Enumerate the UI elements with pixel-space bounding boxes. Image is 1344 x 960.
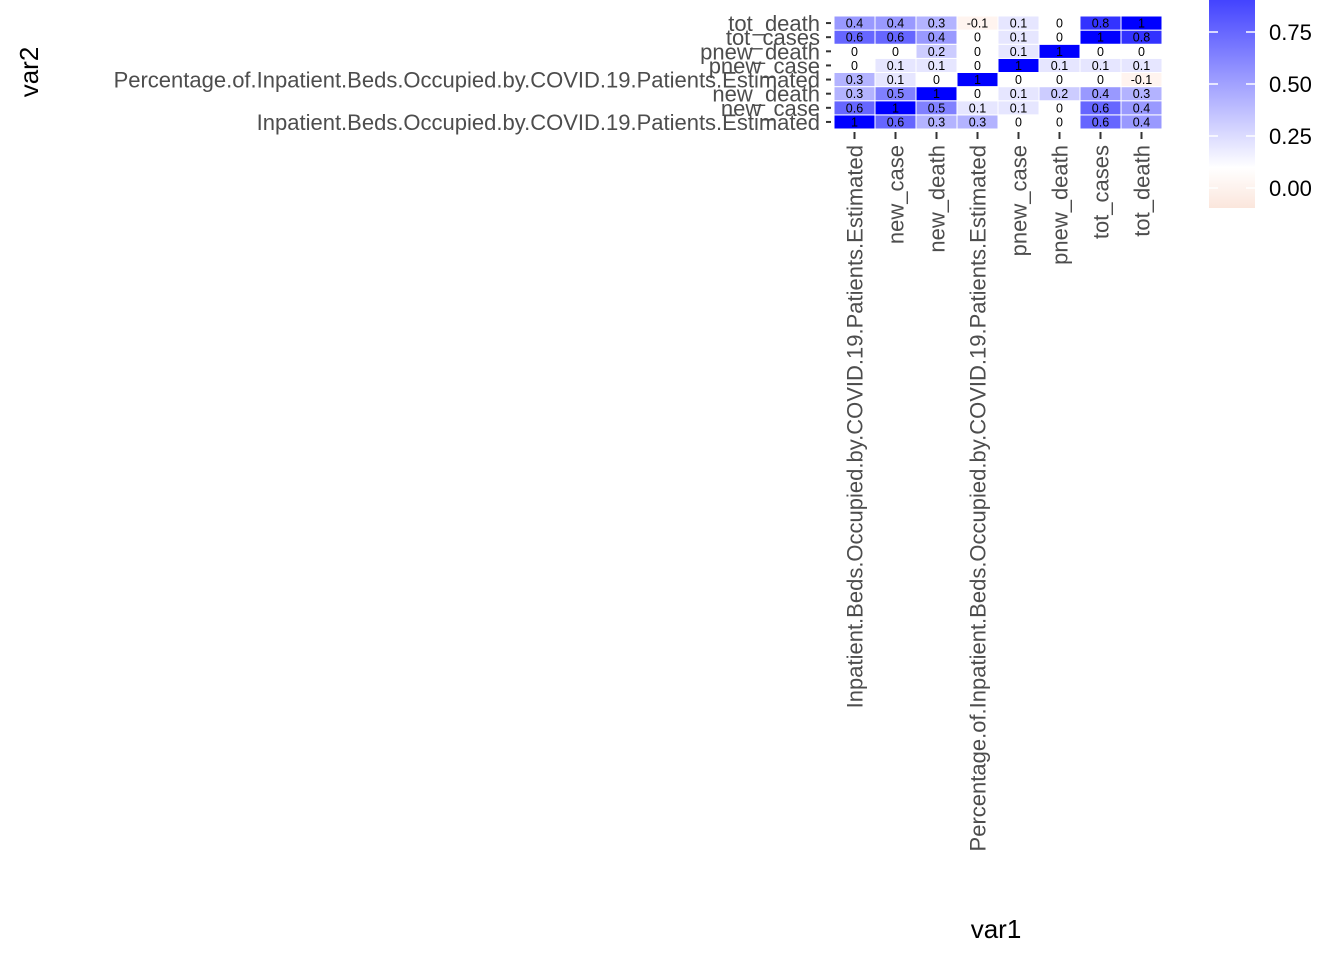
cell-value-label: 0 <box>1056 17 1063 31</box>
y-tick-label: Percentage.of.Inpatient.Beds.Occupied.by… <box>114 68 820 93</box>
color-legend: 0.00 0.25 0.50 0.75 <box>1209 0 1312 208</box>
cell-value-label: 0 <box>1138 45 1145 59</box>
cell-value-label: 0 <box>1015 115 1022 129</box>
legend-tick-label: 0.25 <box>1269 124 1312 149</box>
cell-value-label: 0 <box>933 73 940 87</box>
cell-value-label: 0 <box>1015 73 1022 87</box>
y-axis: Inpatient.Beds.Occupied.by.COVID.19.Pati… <box>114 11 831 135</box>
legend-tick-label: 0.00 <box>1269 176 1312 201</box>
legend-tick-label: 0.75 <box>1269 20 1312 45</box>
x-axis: Inpatient.Beds.Occupied.by.COVID.19.Pati… <box>843 132 1155 851</box>
legend-ticks: 0.00 0.25 0.50 0.75 <box>1209 20 1312 201</box>
x-tick-label: Inpatient.Beds.Occupied.by.COVID.19.Pati… <box>843 145 868 708</box>
cell-value-label: 0.4 <box>928 31 945 45</box>
heatmap-cell-labels: 1 0.6 0.3 0.3 0 0 0.6 0.40.6 1 0.5 0.1 0.1 0 0.6 0.40.… <box>846 17 1153 130</box>
heatmap-cell <box>1120 15 1163 31</box>
cell-value-label: 0.6 <box>887 31 904 45</box>
cell-value-label: 0.4 <box>887 17 904 31</box>
cell-value-label: 0.3 <box>928 17 945 31</box>
cell-value-label: 0.6 <box>887 115 904 129</box>
cell-value-label: 0 <box>974 59 981 73</box>
cell-value-label: 0.1 <box>1010 17 1027 31</box>
cell-value-label: 1 <box>1015 59 1022 73</box>
cell-value-label: 0.3 <box>1133 87 1150 101</box>
cell-value-label: 0 <box>1056 101 1063 115</box>
cell-value-label: 0.3 <box>969 115 986 129</box>
cell-value-label: 0.6 <box>1092 115 1109 129</box>
cell-value-label: 0.1 <box>1010 87 1027 101</box>
legend-colorbar <box>1209 0 1255 208</box>
cell-value-label: 0 <box>974 45 981 59</box>
cell-value-label: 1 <box>933 87 940 101</box>
cell-value-label: 1 <box>1138 17 1145 31</box>
cell-value-label: 0.1 <box>1010 101 1027 115</box>
cell-value-label: 0.4 <box>1133 101 1150 115</box>
heatmap-cells <box>833 15 1163 130</box>
x-tick-label: new_case <box>884 145 909 244</box>
x-tick-label: pnew_death <box>1048 145 1073 265</box>
cell-value-label: 0 <box>851 45 858 59</box>
cell-value-label: 0.6 <box>846 31 863 45</box>
cell-value-label: 0 <box>1056 115 1063 129</box>
cell-value-label: 1 <box>851 115 858 129</box>
cell-value-label: 0 <box>892 45 899 59</box>
x-tick-label: tot_cases <box>1089 145 1114 239</box>
y-axis-title: var2 <box>14 47 44 98</box>
cell-value-label: 1 <box>1097 31 1104 45</box>
cell-value-label: 0.4 <box>1133 115 1150 129</box>
y-tick-label: new_death <box>712 82 820 107</box>
x-tick-label: tot_death <box>1130 145 1155 237</box>
legend-tick-label: 0.50 <box>1269 72 1312 97</box>
cell-value-label: 0.1 <box>887 73 904 87</box>
cell-value-label: 0.4 <box>846 17 863 31</box>
cell-value-label: 0 <box>851 59 858 73</box>
cell-value-label: 0 <box>974 31 981 45</box>
cell-value-label: 0.4 <box>1092 87 1109 101</box>
cell-value-label: 0.3 <box>846 73 863 87</box>
cell-value-label: 0.1 <box>1092 59 1109 73</box>
cell-value-label: 0.8 <box>1092 17 1109 31</box>
cell-value-label: 1 <box>1056 45 1063 59</box>
cell-value-label: 0.3 <box>846 87 863 101</box>
cell-value-label: 0.2 <box>928 45 945 59</box>
cell-value-label: 0.2 <box>1051 87 1068 101</box>
cell-value-label: 0 <box>1056 31 1063 45</box>
cell-value-label: 0.6 <box>1092 101 1109 115</box>
y-tick-label: new_case <box>721 96 820 121</box>
cell-value-label: 0.3 <box>928 115 945 129</box>
cell-value-label: 0.8 <box>1133 31 1150 45</box>
x-axis-title: var1 <box>971 914 1022 944</box>
y-tick-label: tot_death <box>728 11 820 36</box>
cell-value-label: 0 <box>1097 45 1104 59</box>
cell-value-label: 0 <box>974 87 981 101</box>
cell-value-label: 0 <box>1056 73 1063 87</box>
cell-value-label: 0.5 <box>887 87 904 101</box>
cell-value-label: 0.6 <box>846 101 863 115</box>
cell-value-label: 0.1 <box>928 59 945 73</box>
y-tick-label: Inpatient.Beds.Occupied.by.COVID.19.Pati… <box>257 110 820 135</box>
cell-value-label: 0.1 <box>1010 31 1027 45</box>
x-tick-label: pnew_case <box>1007 145 1032 256</box>
cell-value-label: 0.1 <box>1051 59 1068 73</box>
cell-value-label: 0.5 <box>928 101 945 115</box>
cell-value-label: 1 <box>892 101 899 115</box>
cell-value-label: 0 <box>1097 73 1104 87</box>
cell-value-label: 0.1 <box>1010 45 1027 59</box>
y-tick-label: tot_cases <box>726 25 820 50</box>
y-tick-label: pnew_case <box>709 53 820 78</box>
y-tick-label: pnew_death <box>700 39 820 64</box>
cell-value-label: -0.1 <box>967 17 989 31</box>
cell-value-label: 1 <box>974 73 981 87</box>
cell-value-label: 0.1 <box>1133 59 1150 73</box>
cell-value-label: -0.1 <box>1131 73 1153 87</box>
cell-value-label: 0.1 <box>887 59 904 73</box>
cell-value-label: 0.1 <box>969 101 986 115</box>
x-tick-label: new_death <box>925 145 950 253</box>
x-tick-label: Percentage.of.Inpatient.Beds.Occupied.by… <box>966 145 991 851</box>
